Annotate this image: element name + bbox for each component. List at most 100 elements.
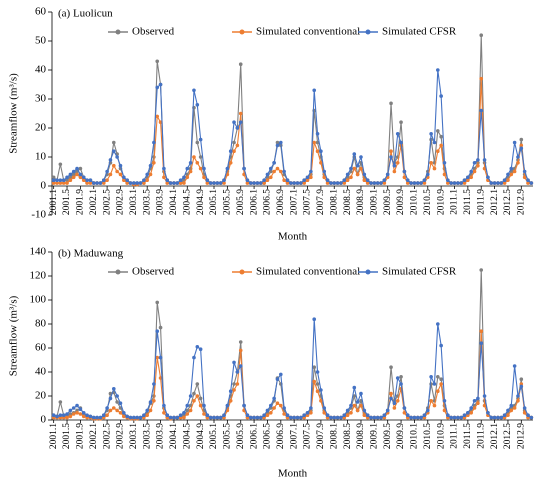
y-tick-label: 0 [41,180,47,192]
data-point [519,143,524,148]
data-point [272,161,276,165]
x-tick-label: 2006.1 [249,423,259,449]
data-point [476,401,480,406]
data-point [232,120,236,124]
data-point [245,181,250,185]
data-point [75,172,79,177]
data-point [369,181,373,185]
data-point [345,172,350,177]
data-point [405,178,410,182]
data-point [479,341,484,346]
data-point [439,382,443,386]
data-point [479,76,484,81]
data-point [312,379,317,384]
data-point [192,155,196,159]
data-point [436,322,440,326]
data-point [289,415,293,420]
x-tick-label: 2009.9 [396,189,406,215]
data-point [442,172,447,177]
data-point [335,181,340,185]
y-tick-label: 80 [35,318,47,330]
data-point [235,370,240,374]
data-point [162,166,166,171]
data-point [235,382,240,386]
data-point [415,181,420,185]
data-point [275,143,280,148]
data-point [175,181,180,185]
data-point [399,382,403,386]
data-point [118,172,123,177]
legend-marker [239,269,245,275]
data-point [205,181,210,185]
data-point [362,408,367,413]
data-point [422,181,427,185]
data-point [148,163,153,168]
data-point [439,343,443,348]
data-point [522,175,527,180]
data-point [425,172,430,177]
y-tick-label: 60 [35,342,47,354]
data-point [439,94,443,98]
data-point [499,415,504,420]
data-point [389,365,393,370]
data-point [132,415,136,420]
data-point [375,181,380,185]
data-point [65,412,69,416]
data-point [255,181,260,185]
data-point [235,126,240,130]
data-point [345,408,350,413]
data-point [359,403,363,408]
data-point [512,406,517,410]
data-point [81,175,86,180]
data-point [68,408,73,413]
data-point [65,181,69,185]
data-point [262,178,266,182]
data-point [365,413,370,418]
data-point [516,161,520,165]
data-point [349,166,353,171]
data-point [436,129,440,133]
data-point [185,175,190,180]
data-point [476,158,480,162]
data-point [345,178,350,182]
data-point [88,181,93,185]
y-tick-label: 20 [35,122,47,134]
data-point [148,172,153,177]
data-point [312,140,317,145]
data-point [319,388,323,392]
data-point [55,414,59,419]
data-point [359,166,363,171]
x-tick-label: 2010.1 [410,423,420,449]
data-point [422,178,427,182]
data-point [108,158,113,162]
data-point [282,169,286,174]
data-point [172,181,176,185]
data-point [195,140,200,145]
data-point [436,389,440,394]
x-tick-label: 2001.5 [62,189,72,215]
data-point [436,68,440,72]
data-point [88,414,93,419]
data-point [148,400,153,404]
data-point [222,178,226,182]
data-point [302,178,306,182]
data-point [158,355,163,360]
data-point [125,178,129,182]
data-point [442,399,447,403]
data-point [522,169,527,174]
data-point [258,181,263,185]
x-tick-label: 2006.9 [276,423,286,449]
x-tick-label: 2004.1 [169,189,179,215]
data-point [392,169,397,174]
x-tick-label: 2011.1 [450,189,460,215]
data-point [225,403,230,408]
data-point [155,300,160,305]
data-point [51,181,56,185]
data-point [138,415,143,420]
data-point [228,399,233,403]
data-point [522,406,527,410]
data-point [282,412,286,416]
data-point [78,412,83,416]
data-point [309,411,313,415]
x-tick-label: 2012.1 [490,189,500,215]
